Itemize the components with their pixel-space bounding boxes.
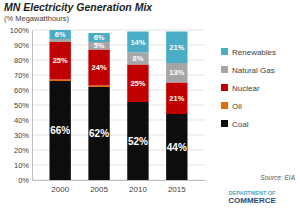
bar-segment	[127, 102, 148, 180]
y-tick: 70%	[14, 71, 32, 80]
legend: Renewables Natural Gas Nuclear Oil Coal	[221, 48, 276, 129]
y-tick-label: 70%	[14, 71, 29, 80]
x-tick: 2010	[129, 185, 147, 194]
x-tick-label: 2010	[129, 185, 147, 194]
data-label: 62%	[89, 128, 109, 139]
bar-segment	[49, 30, 70, 39]
bar-segment	[166, 63, 187, 83]
subtitle: (% Megawatthours)	[4, 14, 70, 23]
y-tick: 30%	[14, 131, 32, 140]
y-axis: 0% 10% 20% 30% 40% 50% 60% 70% 80% 90% 100%	[10, 26, 33, 185]
x-axis: 2000 2005 2010 2015	[33, 181, 206, 194]
annotations: Source: EIADEPARTMENT OFCOMMERCE	[228, 174, 295, 205]
y-tick-label: 100%	[10, 26, 30, 35]
data-label: 6%	[94, 33, 105, 42]
bar-segment	[49, 81, 70, 180]
y-tick-label: 0%	[18, 176, 29, 185]
source: Source: EIA	[260, 174, 295, 181]
y-tick: 0%	[18, 176, 32, 185]
legend-label: Renewables	[232, 48, 276, 57]
x-tick-label: 2015	[168, 185, 186, 194]
x-axis-line	[33, 180, 206, 181]
bar-segment	[166, 32, 187, 64]
y-tick: 80%	[14, 56, 32, 65]
legend-label: Oil	[232, 102, 242, 111]
legend-label: Nuclear	[232, 84, 260, 93]
legend-label: Natural Gas	[232, 66, 275, 75]
y-tick-label: 60%	[14, 86, 29, 95]
data-label: 21%	[169, 43, 184, 52]
x-tick-label: 2005	[90, 185, 108, 194]
logo-text: COMMERCE	[228, 196, 276, 205]
y-tick: 100%	[10, 26, 32, 35]
bar-segment	[166, 83, 187, 115]
bar-segment	[166, 114, 187, 180]
series	[49, 81, 187, 180]
y-tick-label: 30%	[14, 131, 29, 140]
y-tick: 90%	[14, 41, 32, 50]
y-tick: 60%	[14, 86, 32, 95]
y-tick: 20%	[14, 146, 32, 155]
x-tick: 2015	[168, 185, 186, 194]
data-label: 52%	[128, 136, 148, 147]
y-tick-label: 90%	[14, 41, 29, 50]
data-label: 21%	[169, 94, 184, 103]
bar-segment	[88, 33, 109, 42]
y-tick-label: 10%	[14, 161, 29, 170]
x-tick: 2000	[51, 185, 69, 194]
data-label: 66%	[50, 125, 70, 136]
bar-segment	[127, 53, 148, 65]
bar-segment	[127, 32, 148, 53]
legend-swatch	[221, 48, 228, 55]
legend-swatch	[221, 84, 228, 91]
bar-segment	[88, 50, 109, 86]
legend-label: Coal	[232, 120, 249, 129]
data-label: 14%	[130, 38, 145, 47]
x-tick-label: 2000	[51, 185, 69, 194]
bars	[49, 30, 187, 180]
legend-swatch	[221, 120, 228, 127]
data-label: 44%	[167, 142, 187, 153]
data-label: 24%	[92, 63, 107, 72]
bar-segment	[88, 42, 109, 50]
chart: 0%10%20%30%40%50%60%70%80%90%100%2000200…	[0, 0, 300, 210]
data-label: 25%	[53, 56, 68, 65]
y-tick-label: 40%	[14, 116, 29, 125]
y-tick: 10%	[14, 161, 32, 170]
x-tick: 2005	[90, 185, 108, 194]
grid	[32, 30, 205, 180]
data-label: 5%	[94, 41, 105, 50]
series	[49, 30, 187, 63]
bar-segment	[88, 87, 109, 180]
bar-segment	[49, 39, 70, 42]
y-tick: 40%	[14, 116, 32, 125]
y-tick: 50%	[14, 101, 32, 110]
bar-segment	[127, 65, 148, 103]
data-label: 25%	[130, 79, 145, 88]
y-axis-line	[32, 31, 33, 181]
data-label: 8%	[133, 54, 144, 63]
bar-segment	[88, 86, 109, 88]
y-tick-label: 20%	[14, 146, 29, 155]
bar-segment	[49, 80, 70, 82]
legend-swatch	[221, 102, 228, 109]
y-tick-label: 50%	[14, 101, 29, 110]
y-tick-label: 80%	[14, 56, 29, 65]
data-labels: 66% 62% 52% 44% 25% 24% 25% 21% 5% 8% 13% 6% 6% 14% 21…	[50, 30, 187, 152]
bar-segment	[49, 42, 70, 80]
legend-swatch	[221, 66, 228, 73]
data-label: 6%	[55, 30, 66, 39]
data-label: 13%	[169, 68, 184, 77]
title: MN Electricity Generation Mix	[4, 1, 153, 13]
